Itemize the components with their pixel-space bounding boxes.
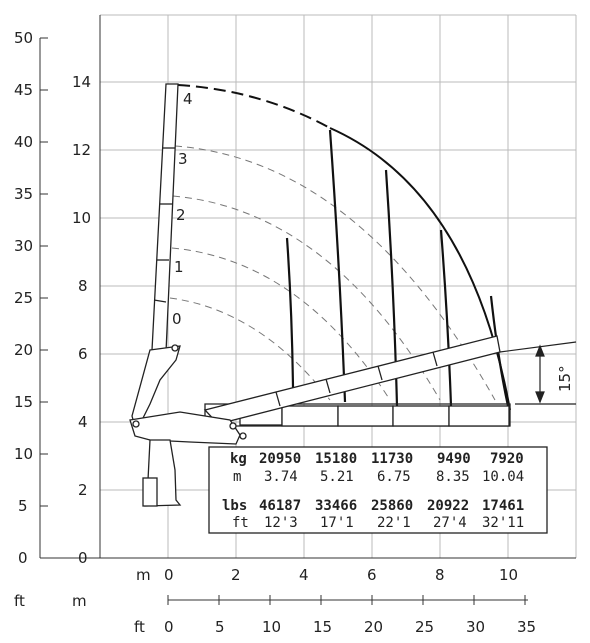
extension-label: 1 <box>174 258 184 276</box>
ft-tick-label: 50 <box>14 29 33 47</box>
table-cell: 33466 <box>315 498 357 514</box>
m-tick-label: 6 <box>367 566 377 584</box>
table-cell: 5.21 <box>320 469 354 485</box>
ft-unit-label: ft <box>134 618 145 636</box>
table-cell: 12'3 <box>264 515 298 531</box>
table-cell: 25860 <box>371 498 413 514</box>
ft-tick-label: 15 <box>313 618 332 636</box>
ft-corner-label: ft <box>14 592 25 610</box>
m-tick-label: 0 <box>164 566 174 584</box>
table-cell: 32'11 <box>482 515 524 531</box>
table-cell: 8.35 <box>436 469 470 485</box>
ft-tick-label: 0 <box>18 549 28 567</box>
ft-tick-label: 30 <box>14 237 33 255</box>
table-row4-label: ft <box>232 515 249 531</box>
table-cell: 22'1 <box>377 515 411 531</box>
left-ft-axis-labels: 50 45 40 35 30 25 20 15 10 5 0 <box>14 29 33 567</box>
ft-tick-label: 5 <box>215 618 225 636</box>
ft-tick-label: 35 <box>517 618 536 636</box>
ft-tick-label: 35 <box>14 185 33 203</box>
extension-labels: 4 3 2 1 0 <box>172 90 193 328</box>
extension-label: 2 <box>176 206 186 224</box>
ft-tick-label: 40 <box>14 133 33 151</box>
extension-label: 4 <box>183 90 193 108</box>
load-table: kg 20950 15180 11730 9490 7920 m 3.74 5.… <box>208 446 548 534</box>
m-corner-label: m <box>72 592 87 610</box>
extension-label: 3 <box>178 150 188 168</box>
ft-tick-label: 5 <box>18 497 28 515</box>
angle-marker <box>499 341 577 405</box>
m-tick-label: 14 <box>72 73 91 91</box>
table-cell: 27'4 <box>433 515 467 531</box>
m-tick-label: 12 <box>72 141 91 159</box>
table-cell: 17'1 <box>320 515 354 531</box>
table-cell: 3.74 <box>264 469 298 485</box>
ft-tick-label: 0 <box>164 618 174 636</box>
m-tick-label: 4 <box>78 413 88 431</box>
ft-tick-label: 10 <box>262 618 281 636</box>
table-cell: 20922 <box>427 498 469 514</box>
m-tick-label: 4 <box>299 566 309 584</box>
table-cell: 7920 <box>490 451 524 467</box>
axes <box>39 15 576 605</box>
ft-tick-label: 25 <box>14 289 33 307</box>
ft-tick-label: 15 <box>14 393 33 411</box>
table-cell: 10.04 <box>482 469 524 485</box>
table-cell: 15180 <box>315 451 357 467</box>
m-tick-label: 10 <box>499 566 518 584</box>
m-tick-label: 10 <box>72 209 91 227</box>
extension-label: 0 <box>172 310 182 328</box>
ft-tick-label: 30 <box>466 618 485 636</box>
m-tick-label: 2 <box>231 566 241 584</box>
horizontal-boom <box>204 403 511 427</box>
table-row3-label: lbs <box>222 498 247 514</box>
table-cell: 46187 <box>259 498 301 514</box>
reach-arcs <box>169 145 496 401</box>
table-cell: 9490 <box>437 451 471 467</box>
m-tick-label: 0 <box>78 549 88 567</box>
ft-tick-label: 20 <box>364 618 383 636</box>
ft-tick-label: 10 <box>14 445 33 463</box>
crane-base <box>129 344 247 507</box>
angle-label: 15° <box>556 365 574 392</box>
m-tick-label: 8 <box>435 566 445 584</box>
ft-tick-label: 45 <box>14 81 33 99</box>
table-row1-label: kg <box>230 451 247 467</box>
inner-m-axis-labels: 14 12 10 8 6 4 2 0 <box>72 73 91 567</box>
bottom-m-axis-labels: m 0 2 4 6 8 10 ft m <box>14 566 518 610</box>
table-cell: 20950 <box>259 451 301 467</box>
table-cell: 6.75 <box>377 469 411 485</box>
table-cell: 11730 <box>371 451 413 467</box>
m-unit-label: m <box>136 566 151 584</box>
m-tick-label: 6 <box>78 345 88 363</box>
bottom-ft-axis-labels: ft 0 5 10 15 20 25 30 35 <box>134 618 536 636</box>
ft-tick-label: 25 <box>415 618 434 636</box>
ft-tick-label: 20 <box>14 341 33 359</box>
table-cell: 17461 <box>482 498 524 514</box>
m-tick-label: 2 <box>78 481 88 499</box>
m-tick-label: 8 <box>78 277 88 295</box>
table-row2-label: m <box>233 469 241 485</box>
